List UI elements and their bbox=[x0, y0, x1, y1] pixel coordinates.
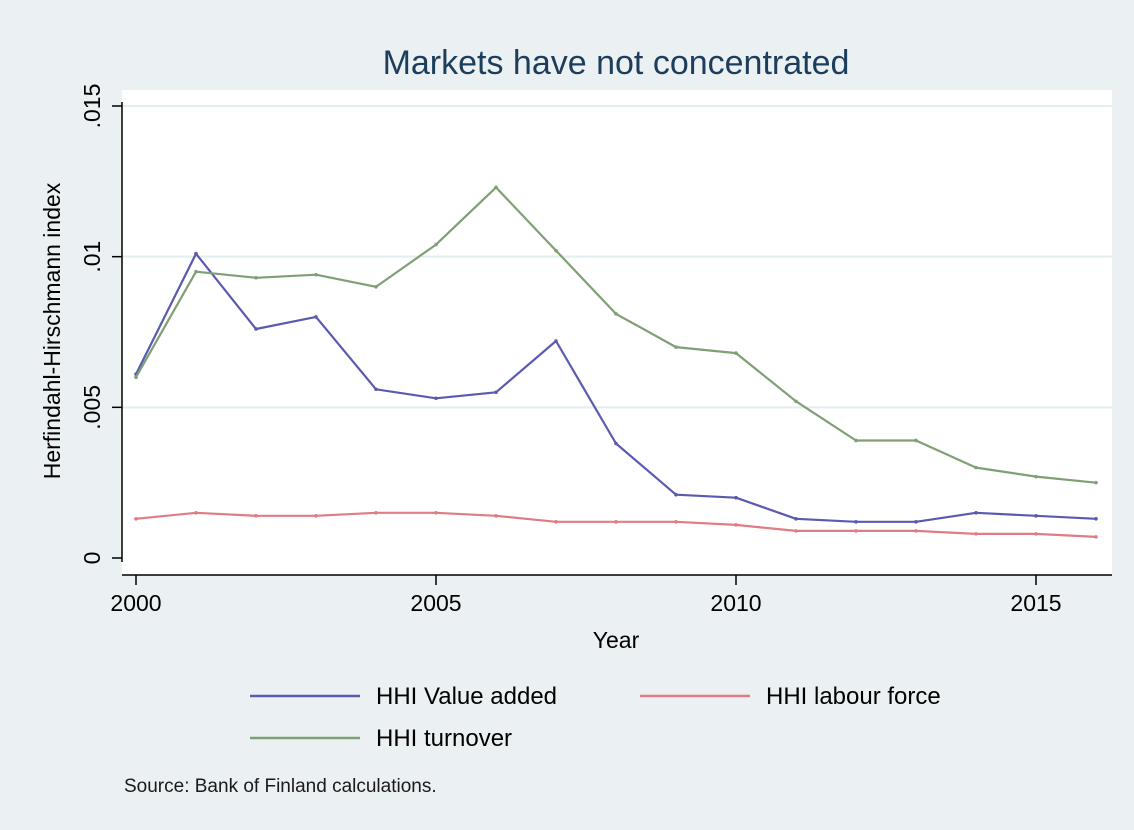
series-layer bbox=[134, 185, 1098, 539]
x-tick-label-2: 2010 bbox=[710, 590, 761, 616]
grid-layer bbox=[122, 90, 1112, 575]
x-tick-label-3: 2015 bbox=[1010, 590, 1061, 616]
legend: HHI Value added HHI labour force HHI turno… bbox=[250, 683, 941, 752]
legend-label-1: HHI labour force bbox=[766, 683, 941, 710]
chart-title: Markets have not concentrated bbox=[383, 44, 850, 82]
series-0-point-5 bbox=[434, 396, 438, 401]
series-1-point-3 bbox=[314, 514, 318, 518]
series-2-point-9 bbox=[674, 345, 678, 349]
series-2-point-13 bbox=[914, 438, 918, 443]
series-2-point-1 bbox=[194, 269, 198, 274]
series-2-point-6 bbox=[494, 185, 498, 190]
series-2-point-16 bbox=[1094, 480, 1098, 485]
series-1-point-4 bbox=[374, 511, 378, 515]
x-axis-label: Year bbox=[593, 627, 640, 653]
series-2-point-7 bbox=[554, 248, 558, 253]
y-axis-label: Herfindahl-Hirschmann index bbox=[39, 182, 65, 479]
series-0-point-1 bbox=[194, 251, 198, 256]
series-2-point-12 bbox=[854, 438, 858, 443]
series-2-point-14 bbox=[974, 465, 978, 470]
series-1-point-2 bbox=[254, 514, 258, 518]
series-0-point-12 bbox=[854, 520, 858, 524]
x-tick-label-1: 2005 bbox=[410, 590, 461, 616]
series-0-point-10 bbox=[734, 495, 738, 500]
series-2-point-15 bbox=[1034, 474, 1038, 479]
series-2-point-11 bbox=[794, 399, 798, 404]
series-0-point-9 bbox=[674, 492, 678, 497]
series-1-point-7 bbox=[554, 520, 558, 524]
series-2-point-0 bbox=[134, 375, 138, 380]
series-0-point-2 bbox=[254, 327, 258, 331]
series-1-point-10 bbox=[734, 523, 738, 527]
series-1-point-9 bbox=[674, 520, 678, 524]
series-1-point-1 bbox=[194, 511, 198, 515]
legend-label-0: HHI Value added bbox=[376, 683, 557, 710]
y-tick-label-1: .005 bbox=[79, 385, 105, 430]
series-1-point-14 bbox=[974, 532, 978, 536]
y-tick-label-0: 0 bbox=[79, 552, 105, 565]
series-2-point-2 bbox=[254, 275, 258, 280]
series-1-point-6 bbox=[494, 514, 498, 518]
series-0-point-14 bbox=[974, 511, 978, 515]
series-0-point-7 bbox=[554, 339, 558, 343]
series-1-point-12 bbox=[854, 529, 858, 533]
series-0-point-11 bbox=[794, 517, 798, 521]
series-2-point-10 bbox=[734, 351, 738, 355]
series-2-point-3 bbox=[314, 272, 318, 277]
series-0-point-8 bbox=[614, 441, 618, 446]
y-tick-label-2: .01 bbox=[79, 241, 105, 273]
series-2-point-8 bbox=[614, 312, 618, 316]
x-tick-label-0: 2000 bbox=[110, 590, 161, 616]
source-note: Source: Bank of Finland calculations. bbox=[124, 776, 437, 797]
series-0-point-6 bbox=[494, 390, 498, 395]
series-1-point-5 bbox=[434, 511, 438, 515]
series-0-point-3 bbox=[314, 315, 318, 319]
plot-area bbox=[122, 90, 1112, 575]
series-0-point-16 bbox=[1094, 517, 1098, 521]
legend-label-2: HHI turnover bbox=[376, 725, 512, 752]
series-2-point-5 bbox=[434, 242, 438, 247]
axes-layer: 0 .005 .01 .015 2000 2005 2010 2015 bbox=[79, 84, 1112, 616]
series-1-point-0 bbox=[134, 517, 138, 521]
series-1-point-13 bbox=[914, 529, 918, 533]
series-0-point-15 bbox=[1034, 514, 1038, 518]
y-tick-label-3: .015 bbox=[79, 84, 105, 129]
series-0-point-13 bbox=[914, 520, 918, 524]
series-1-point-8 bbox=[614, 520, 618, 524]
series-1-point-15 bbox=[1034, 532, 1038, 536]
series-1-point-16 bbox=[1094, 535, 1098, 539]
series-0-point-4 bbox=[374, 387, 378, 392]
series-2-point-4 bbox=[374, 285, 378, 289]
series-1-point-11 bbox=[794, 529, 798, 533]
